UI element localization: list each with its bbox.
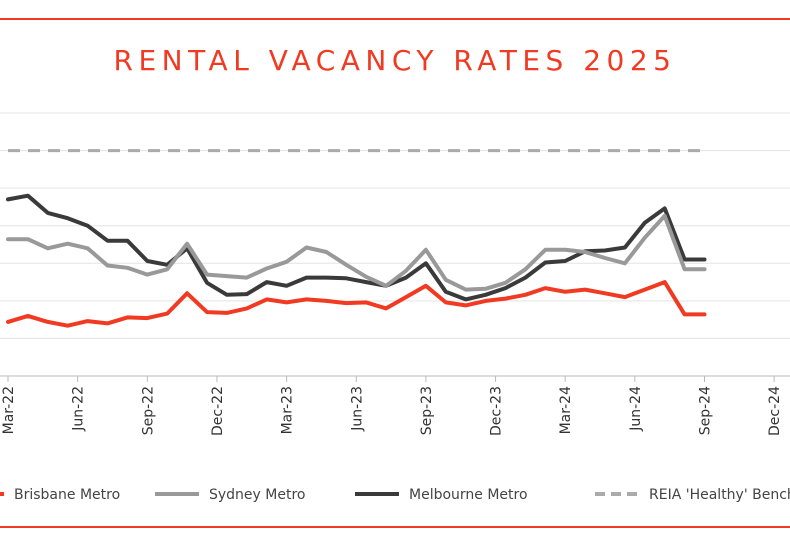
legend-label: Sydney Metro xyxy=(209,487,305,503)
x-tick-label: Mar-23 xyxy=(280,386,296,434)
x-tick-label: Dec-24 xyxy=(767,386,783,436)
x-tick-label: Jun-22 xyxy=(71,386,87,432)
x-axis-ticks: Mar-22 Jun-22 Sep-22 Dec-22 Mar-23 Jun-23 Sep-… xyxy=(1,376,783,436)
series-line-melbourne-metro xyxy=(6,193,707,302)
x-tick-label: Sep-23 xyxy=(419,386,435,435)
legend-label: REIA 'Healthy' Benchmark xyxy=(649,487,790,503)
x-tick-label: Mar-22 xyxy=(1,386,17,434)
legend: Brisbane Metro Sydney Metro Melbourne Metr… xyxy=(0,487,790,503)
x-tick-label: Jun-24 xyxy=(628,386,644,432)
gridlines xyxy=(0,112,790,377)
series-line-brisbane-metro xyxy=(6,280,707,328)
x-tick-label: Mar-24 xyxy=(558,386,574,434)
x-tick-label: Dec-22 xyxy=(210,386,226,436)
x-tick-label: Sep-22 xyxy=(140,386,156,435)
series-line-sydney-metro xyxy=(6,213,707,292)
series-lines xyxy=(6,149,707,328)
x-tick-label: Jun-23 xyxy=(349,386,365,432)
legend-label: Brisbane Metro xyxy=(14,487,120,503)
x-tick-label: Sep-24 xyxy=(698,386,714,435)
chart-frame xyxy=(0,18,790,528)
x-tick-label: Dec-23 xyxy=(489,386,505,436)
legend-label: Melbourne Metro xyxy=(409,487,528,503)
chart-title: RENTAL VACANCY RATES 2025 xyxy=(113,44,677,77)
